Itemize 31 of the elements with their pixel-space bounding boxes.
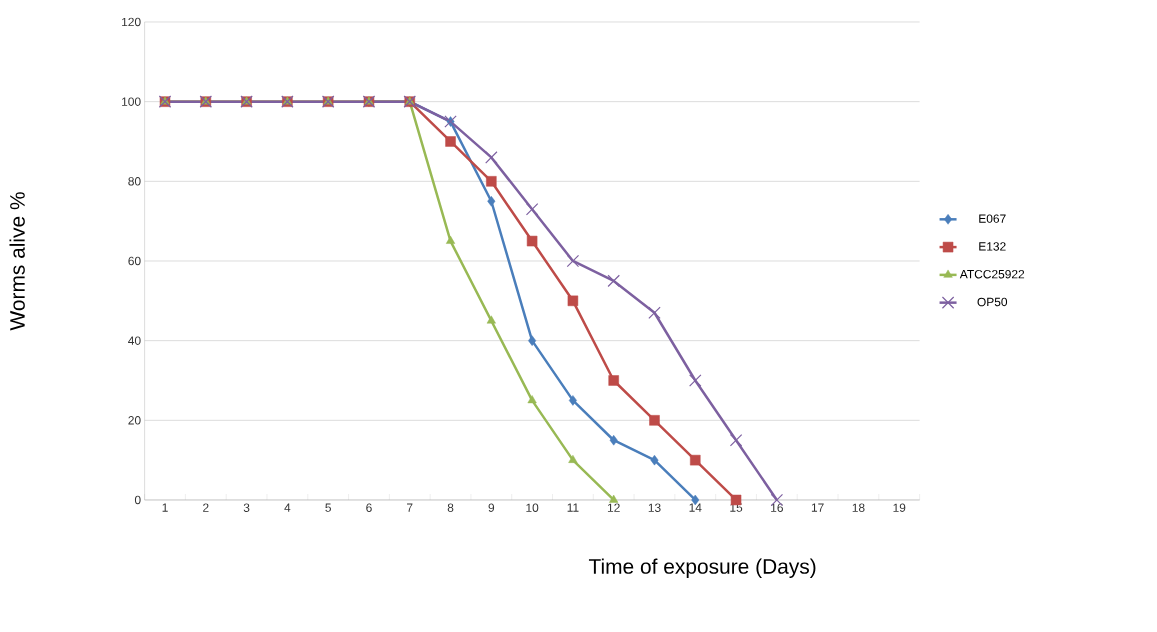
legend-label: E132 [979, 242, 1006, 251]
x-tick-label: 14 [689, 503, 702, 512]
y-tick-label: 100 [122, 97, 141, 106]
y-tick-label: 80 [128, 177, 141, 186]
x-tick-label: 17 [811, 503, 824, 512]
legend-label: OP50 [977, 297, 1008, 307]
x-tick-label: 2 [203, 503, 209, 512]
x-tick-label: 7 [407, 503, 413, 512]
legend-label: ATCC25922 [959, 269, 1025, 279]
x-tick-label: 1 [162, 503, 168, 512]
legend-label: E067 [979, 214, 1006, 223]
y-axis-title: Worms alive % [9, 192, 25, 331]
y-tick-label: 60 [128, 256, 141, 266]
x-axis-title: Time of exposure (Days) [588, 558, 816, 579]
x-tick-label: 3 [243, 503, 250, 512]
y-tick-label: 40 [128, 336, 141, 345]
y-tick-label: 120 [122, 17, 141, 27]
x-tick-label: 8 [447, 503, 454, 512]
x-tick-label: 10 [526, 503, 539, 512]
x-tick-label: 11 [567, 503, 579, 512]
x-tick-label: 9 [488, 503, 495, 512]
x-tick-label: 19 [893, 503, 906, 512]
x-tick-label: 12 [607, 503, 620, 512]
y-tick-label: 20 [128, 416, 141, 425]
x-tick-label: 5 [325, 503, 331, 512]
x-tick-label: 13 [648, 503, 661, 512]
x-tick-label: 6 [366, 503, 372, 512]
y-tick-label: 0 [134, 495, 141, 505]
x-tick-label: 4 [284, 503, 291, 512]
x-tick-label: 16 [771, 503, 783, 512]
x-tick-label: 18 [852, 503, 865, 512]
